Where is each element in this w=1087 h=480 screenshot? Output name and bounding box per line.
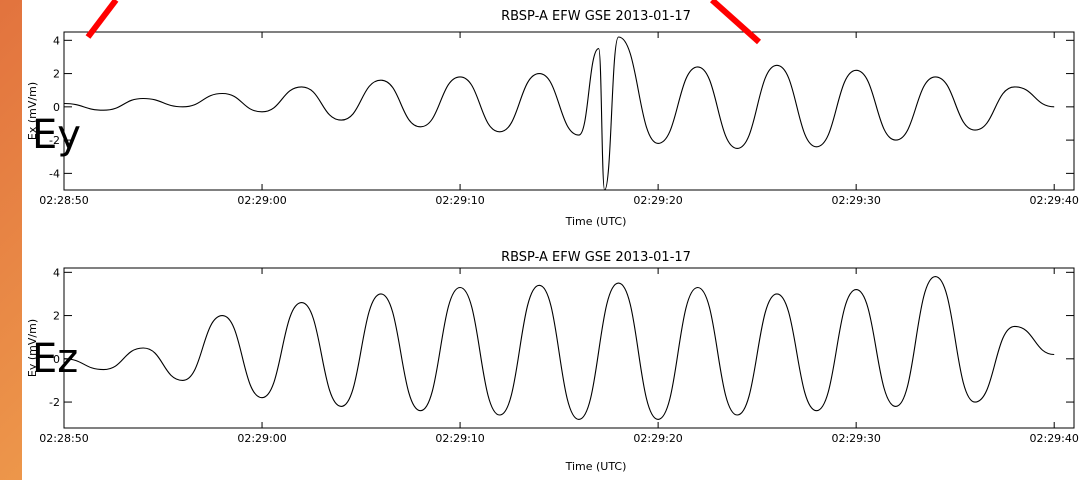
y-tick-label: 4 xyxy=(53,266,60,279)
x-tick-label: 02:29:40 xyxy=(1029,194,1078,207)
red-arrow-left xyxy=(85,0,119,39)
chart-ex: RBSP-A EFW GSE 2013-01-17 -4 -2 0 2 4 02:28:… xyxy=(26,9,1079,228)
chart-ey: RBSP-A EFW GSE 2013-01-17 -2 0 2 4 02:28:50… xyxy=(26,250,1079,473)
plot-frame xyxy=(63,31,1075,191)
y-tick-label: -4 xyxy=(49,167,60,180)
x-tick-label: 02:28:50 xyxy=(39,194,88,207)
x-tick-label: 02:29:20 xyxy=(633,194,682,207)
slide-panel: RBSP-A EFW GSE 2013-01-17 -4 -2 0 2 4 02:28:… xyxy=(22,0,1087,480)
x-tick-label: 02:29:00 xyxy=(237,432,286,445)
plot-frame xyxy=(63,267,1075,429)
x-tick-label: 02:28:50 xyxy=(39,432,88,445)
y-tick-label: -2 xyxy=(49,396,60,409)
x-tick-label: 02:29:40 xyxy=(1029,432,1078,445)
y-tick-label: 0 xyxy=(53,101,60,114)
component-label-ey: Ey xyxy=(32,112,81,158)
component-label-ez: Ez xyxy=(32,336,78,382)
x-axis-label: Time (UTC) xyxy=(565,215,627,228)
charts-canvas: RBSP-A EFW GSE 2013-01-17 -4 -2 0 2 4 02:28:… xyxy=(26,0,1079,473)
y-axis-label: Ey (mV/m) xyxy=(26,319,39,377)
y-tick-label: -2 xyxy=(49,134,60,147)
x-tick-label: 02:29:20 xyxy=(633,432,682,445)
chart-title: RBSP-A EFW GSE 2013-01-17 xyxy=(501,9,691,24)
x-tick-label: 02:29:30 xyxy=(831,194,880,207)
y-tick-label: 2 xyxy=(53,68,60,81)
x-tick-label: 02:29:00 xyxy=(237,194,286,207)
chart-title: RBSP-A EFW GSE 2013-01-17 xyxy=(501,250,691,265)
y-tick-label: 2 xyxy=(53,310,60,323)
x-tick-label: 02:29:10 xyxy=(435,194,484,207)
x-axis-label: Time (UTC) xyxy=(565,460,627,473)
red-arrow-right xyxy=(710,0,761,45)
y-tick-label: 0 xyxy=(53,353,60,366)
y-axis-label: Ex (mV/m) xyxy=(26,82,39,140)
series-line xyxy=(63,36,1055,191)
y-tick-label: 4 xyxy=(53,34,60,47)
x-tick-label: 02:29:10 xyxy=(435,432,484,445)
x-tick-label: 02:29:30 xyxy=(831,432,880,445)
series-line xyxy=(63,276,1055,420)
